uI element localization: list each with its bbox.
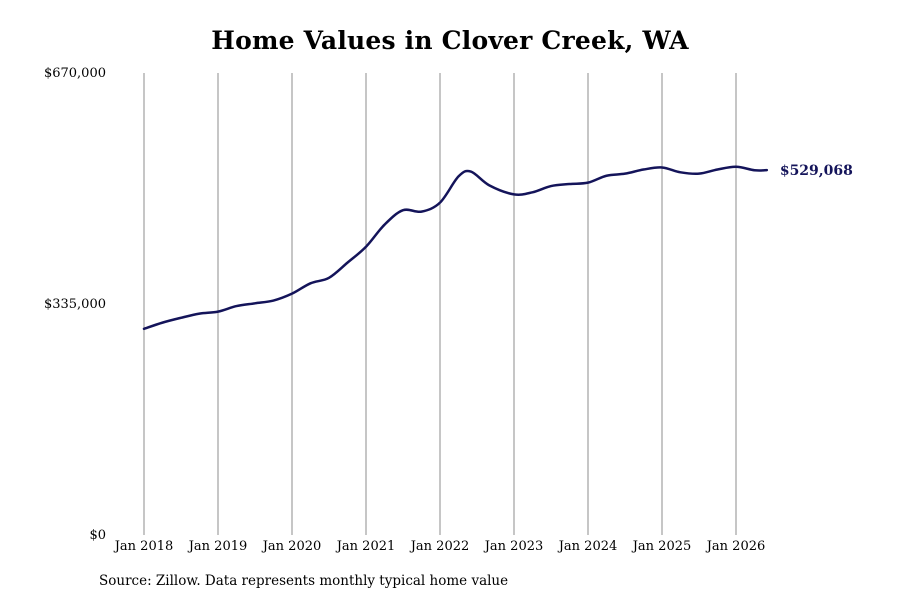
series-layer [142,165,769,331]
y-axis: $0 $335,000 $670,000 [44,66,106,543]
x-tick-label: Jan 2025 [631,539,692,554]
y-tick-label: $0 [89,528,106,543]
series-line [142,165,769,331]
x-tick-label: Jan 2026 [705,539,766,554]
chart-title: Home Values in Clover Creek, WA [211,26,689,55]
end-value-label: $529,068 [780,163,853,179]
x-tick-label: Jan 2022 [409,539,470,554]
x-tick-label: Jan 2021 [335,539,396,554]
source-note: Source: Zillow. Data represents monthly … [99,573,509,589]
grid-lines [143,73,737,535]
x-tick-label: Jan 2019 [187,539,248,554]
x-tick-label: Jan 2024 [557,539,618,554]
end-label-layer: $529,068 [780,163,853,179]
x-tick-label: Jan 2020 [261,539,322,554]
x-tick-label: Jan 2018 [113,539,174,554]
y-tick-label: $335,000 [44,297,106,312]
x-tick-label: Jan 2023 [483,539,544,554]
y-tick-label: $670,000 [44,66,106,81]
x-axis: Jan 2018 Jan 2019 Jan 2020 Jan 2021 Jan 2022… [113,539,766,554]
